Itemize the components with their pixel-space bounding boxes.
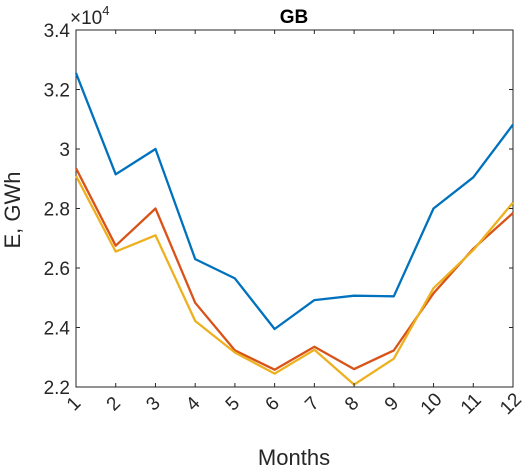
x-tick-label: 7 [301,393,323,415]
tick-layer [75,29,514,388]
x-tick-label: 2 [103,393,125,415]
series-layer [74,72,514,386]
x-axis-title: Months [258,445,330,470]
y-tick-label: 3.4 [44,21,71,42]
y-exponent-power: 4 [102,3,109,18]
y-tick-label: 2.4 [44,319,71,340]
x-tick-label: 9 [381,393,403,415]
series-line-3 [74,175,514,386]
y-tick-label: 2.6 [44,259,70,280]
series-line-2 [74,167,514,371]
chart-title: GB [280,7,309,28]
x-tick-label: 4 [182,393,205,416]
x-tick-label: 6 [262,393,284,415]
y-tick-label: 2.8 [44,200,70,221]
x-tick-label: 3 [142,393,164,415]
series-line-1 [74,72,514,331]
x-tick-label: 11 [457,390,486,419]
y-tick-label: 3 [59,140,70,161]
y-exponent-base: ×10 [70,8,102,29]
x-tick-label: 10 [417,389,447,419]
plot-area [75,29,514,388]
x-tick-label: 5 [222,393,244,415]
x-tick-label: 12 [496,389,526,419]
y-tick-label: 3.2 [44,81,70,102]
y-exponent-label: ×104 [70,3,109,29]
y-axis-title: E, GWh [0,171,25,248]
x-tick-label: 8 [341,393,363,415]
y-tick-label: 2.2 [44,378,70,399]
